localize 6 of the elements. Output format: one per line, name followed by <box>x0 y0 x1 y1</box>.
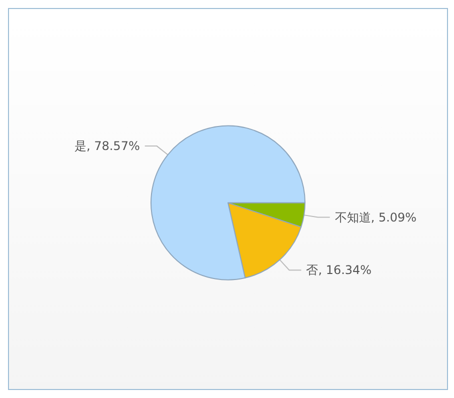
slice-label: 否 <box>306 263 318 278</box>
data-label: , 5.09% <box>370 210 417 224</box>
slice-label: 不知道 <box>334 210 371 224</box>
data-label: , 16.34% <box>318 263 372 278</box>
slice-label: 是 <box>74 139 86 154</box>
data-label: , 78.57% <box>86 139 140 154</box>
